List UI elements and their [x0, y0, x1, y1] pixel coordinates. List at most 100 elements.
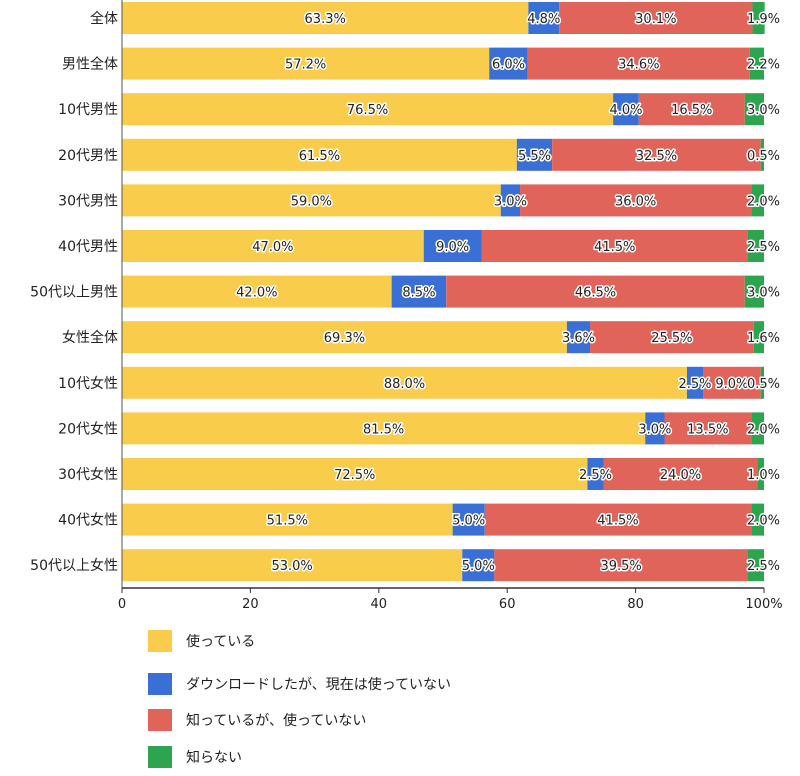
bar-segment: [484, 503, 752, 536]
x-tick-label: 100%: [745, 597, 782, 612]
data-label: 5.5%: [518, 149, 551, 164]
data-label: 2.0%: [747, 514, 780, 529]
bar-segment: [122, 503, 453, 536]
data-label: 2.5%: [747, 559, 780, 574]
bar-segment: [703, 366, 761, 399]
bar-segment: [122, 549, 463, 582]
bar-segment: [760, 366, 764, 399]
bar-segment: [520, 184, 752, 217]
bar-segment: [391, 275, 447, 308]
data-label: 24.0%: [660, 468, 701, 483]
bar-segment: [423, 230, 482, 262]
legend-label: 知っているが、使っていない: [186, 712, 366, 729]
data-label: 76.5%: [347, 103, 388, 118]
bar-segment: [494, 549, 748, 582]
legend-swatch: [148, 746, 172, 768]
bar-segment: [122, 47, 490, 80]
bar-segment: [749, 47, 764, 80]
data-label: 2.5%: [579, 468, 612, 483]
data-label: 9.0%: [715, 377, 748, 392]
data-label: 5.0%: [452, 514, 485, 529]
data-label: 1.0%: [747, 468, 780, 483]
data-label: 69.3%: [324, 331, 365, 346]
data-label: 42.0%: [236, 286, 277, 301]
x-tick-label: 60: [499, 597, 516, 612]
category-label: 20代男性: [58, 148, 118, 164]
data-label: 25.5%: [651, 331, 692, 346]
legend-swatch: [148, 673, 172, 695]
data-label: 46.5%: [575, 286, 616, 301]
legend-label: 知らない: [186, 749, 242, 766]
bar-segment: [122, 275, 392, 308]
bar-segment: [747, 230, 764, 262]
data-label: 2.0%: [747, 422, 780, 437]
bar-segment: [751, 503, 764, 536]
bar-segment: [645, 412, 665, 445]
bar-segment: [751, 184, 764, 217]
bar-segment: [587, 458, 604, 490]
data-label: 4.8%: [527, 12, 560, 27]
category-label: 30代女性: [58, 466, 118, 483]
category-label: 女性全体: [62, 329, 118, 346]
category-label: 全体: [90, 10, 118, 27]
data-label: 3.0%: [747, 286, 780, 301]
data-label: 6.0%: [492, 58, 525, 73]
x-tick-label: 80: [627, 597, 644, 612]
data-label: 4.0%: [609, 103, 642, 118]
bar-segment: [446, 275, 745, 308]
data-label: 32.5%: [636, 149, 677, 164]
bar-segment: [462, 549, 495, 582]
data-label: 3.6%: [562, 331, 595, 346]
x-tick-label: 0: [118, 597, 126, 612]
data-label: 61.5%: [299, 149, 340, 164]
bar-segment: [122, 366, 687, 399]
bar-segment: [452, 503, 485, 536]
data-label: 39.5%: [600, 559, 641, 574]
x-tick-label: 20: [242, 597, 259, 612]
bar-segment: [744, 275, 764, 308]
data-label: 51.5%: [267, 514, 308, 529]
category-label: 20代女性: [58, 420, 118, 437]
data-label: 1.6%: [747, 331, 780, 346]
data-label: 2.5%: [678, 377, 711, 392]
legend-label: ダウンロードしたが、現在は使っていない: [186, 676, 451, 693]
data-label: 0.5%: [747, 149, 780, 164]
data-label: 1.9%: [747, 12, 780, 27]
data-label: 72.5%: [334, 468, 375, 483]
legend-label: 使っている: [186, 633, 255, 650]
data-label: 16.5%: [671, 103, 712, 118]
bar-segment: [122, 458, 588, 490]
data-label: 47.0%: [252, 240, 293, 255]
bar-segment: [489, 47, 528, 80]
bar-segment: [760, 138, 764, 171]
bar-segment: [747, 549, 764, 582]
bar-segment: [744, 93, 764, 126]
legend-swatch: [148, 630, 172, 652]
data-label: 41.5%: [597, 514, 638, 529]
bar-segment: [752, 2, 765, 34]
bar-segment: [122, 230, 424, 262]
category-label: 男性全体: [62, 56, 118, 73]
data-label: 9.0%: [436, 240, 469, 255]
data-label: 5.0%: [462, 559, 495, 574]
data-label: 34.6%: [618, 58, 659, 73]
bar-segment: [122, 138, 517, 171]
data-label: 2.2%: [747, 58, 780, 73]
data-label: 13.5%: [687, 422, 728, 437]
bar-segment: [527, 47, 750, 80]
bar-segment: [481, 230, 748, 262]
category-label: 50代以上女性: [30, 557, 118, 574]
data-label: 3.0%: [638, 422, 671, 437]
data-label: 30.1%: [635, 12, 676, 27]
data-label: 2.0%: [747, 194, 780, 209]
bar-segment: [751, 412, 764, 445]
category-label: 40代女性: [58, 512, 118, 529]
category-label: 30代男性: [58, 193, 118, 209]
bar-segment: [757, 458, 764, 490]
data-label: 3.0%: [747, 103, 780, 118]
bar-segment: [122, 321, 567, 354]
data-label: 3.0%: [494, 194, 527, 209]
bar-segment: [664, 412, 752, 445]
data-label: 88.0%: [384, 377, 425, 392]
